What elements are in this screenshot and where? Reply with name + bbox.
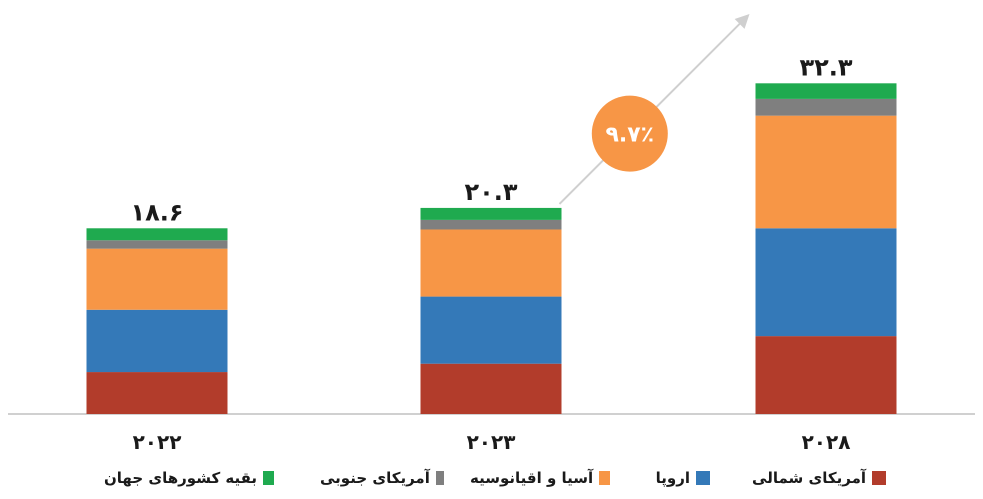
bar-segment-0-0 <box>86 372 228 414</box>
bar-segment-0-2 <box>86 248 228 310</box>
bars-group <box>86 83 897 414</box>
legend-item-2: آسیا و اقیانوسیه <box>470 469 610 487</box>
total-label-2: ۳۲.۳ <box>799 53 852 81</box>
legend-item-4: بقیه کشورهای جهان <box>104 469 274 487</box>
cagr-arrowhead <box>734 14 750 29</box>
bar-segment-1-3 <box>420 219 562 230</box>
bar-segment-1-2 <box>420 229 562 297</box>
bar-segment-0-3 <box>86 240 228 249</box>
cagr-circle <box>591 95 668 172</box>
bar-segment-1-0 <box>420 363 562 414</box>
legend-item-3: آمریکای جنوبی <box>320 469 444 487</box>
total-label-0: ۱۸.۶ <box>130 198 183 226</box>
legend-label-3: آمریکای جنوبی <box>320 469 430 487</box>
year-label-2: ۲۰۲۸ <box>802 430 851 454</box>
year-label-0: ۲۰۲۲ <box>133 430 182 454</box>
bar-segment-0-1 <box>86 309 228 373</box>
bar-segment-2-0 <box>755 336 897 414</box>
legend-swatch-0 <box>872 471 886 485</box>
legend: آمریکای شمالی اروپا آسیا و اقیانوسیه آمریکا… <box>0 469 983 495</box>
bar-segment-0-4 <box>86 228 228 241</box>
legend-swatch-3 <box>435 471 444 485</box>
bar-segment-1-1 <box>420 296 562 364</box>
bar-segment-2-2 <box>755 115 897 229</box>
year-labels-group: ۲۰۲۲ ۲۰۲۳ ۲۰۲۸ <box>133 430 851 454</box>
bar-segment-2-4 <box>755 83 897 99</box>
cagr-label: ۹.۷٪ <box>605 123 654 148</box>
stacked-bar-chart: ۱۸.۶ ۲۰.۳ ۳۲.۳ ۲۰۲۲ ۲۰۲۳ ۲۰۲۸ ۹.۷٪ <box>8 14 975 454</box>
cagr-annotation: ۹.۷٪ <box>558 14 750 205</box>
total-labels-group: ۱۸.۶ ۲۰.۳ ۳۲.۳ <box>130 53 852 226</box>
legend-label-1: اروپا <box>655 469 690 487</box>
legend-swatch-4 <box>263 471 274 485</box>
bar-segment-1-4 <box>420 207 562 220</box>
legend-item-0: آمریکای شمالی <box>750 469 886 487</box>
legend-swatch-1 <box>696 471 710 485</box>
legend-item-1: اروپا <box>620 469 710 487</box>
legend-label-0: آمریکای شمالی <box>752 469 866 487</box>
legend-swatch-2 <box>599 471 610 485</box>
total-label-1: ۲۰.۳ <box>464 178 517 206</box>
legend-label-2: آسیا و اقیانوسیه <box>470 469 594 487</box>
year-label-1: ۲۰۲۳ <box>467 430 516 454</box>
bar-segment-2-3 <box>755 98 897 116</box>
bar-segment-2-1 <box>755 228 897 337</box>
legend-label-4: بقیه کشورهای جهان <box>104 469 258 487</box>
